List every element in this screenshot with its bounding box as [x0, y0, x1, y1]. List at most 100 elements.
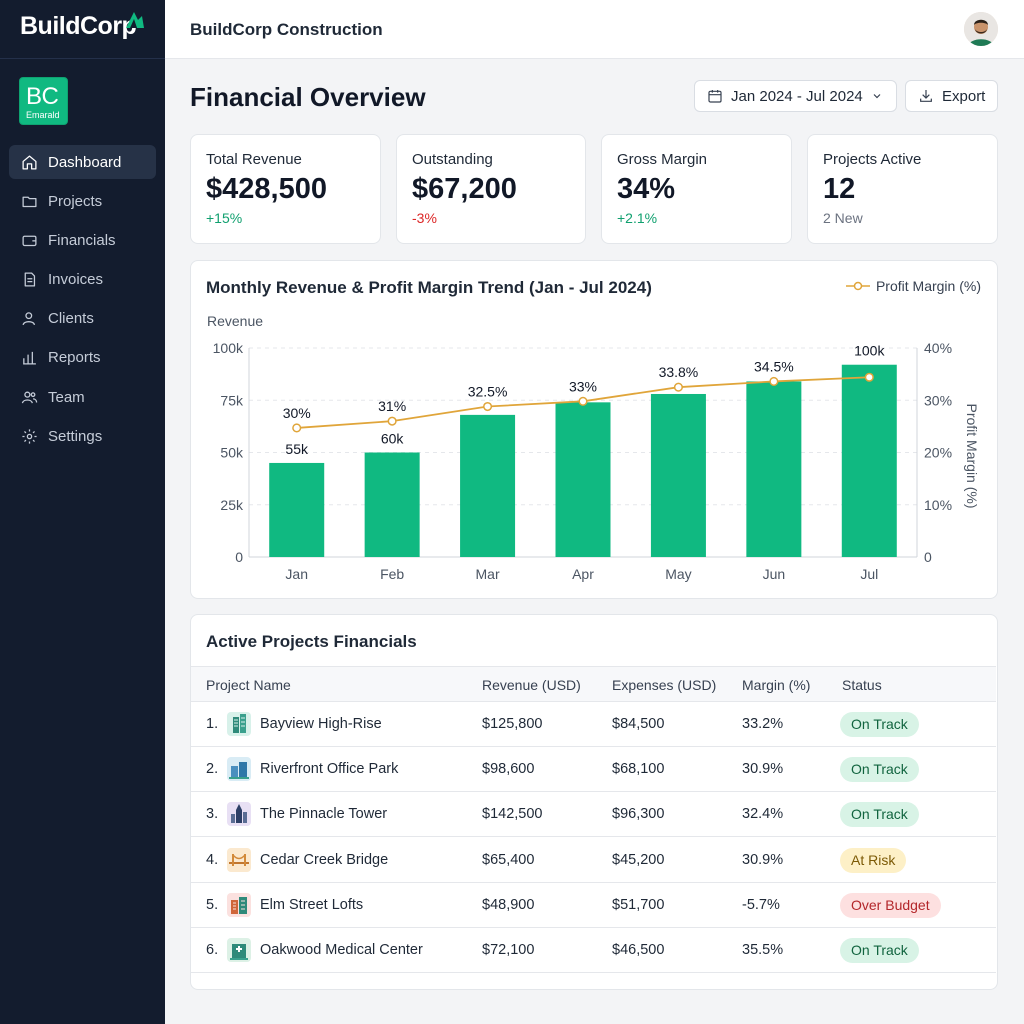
- sidebar-item-label: Projects: [48, 192, 103, 210]
- sidebar-item-settings[interactable]: Settings: [9, 419, 156, 453]
- sidebar-item-clients[interactable]: Clients: [9, 302, 156, 336]
- bar-chart-icon: [23, 352, 36, 365]
- status-badge: Over Budget: [840, 892, 941, 918]
- project-name[interactable]: Elm Street Lofts: [260, 896, 364, 913]
- brand[interactable]: BuildCorp: [20, 12, 137, 41]
- row-number: 5.: [206, 896, 219, 913]
- sidebar-item-team[interactable]: Team: [9, 380, 156, 414]
- sidebar: BuildCorp BC Emarald Dashboard Projects …: [0, 0, 165, 1024]
- project-expenses: $68,100: [612, 761, 665, 778]
- bar: [269, 462, 325, 557]
- apartment-icon: [227, 892, 251, 917]
- sidebar-item-dashboard[interactable]: Dashboard: [9, 145, 156, 179]
- project-expenses: $45,200: [612, 851, 665, 868]
- column-header-margin[interactable]: Margin (%): [742, 677, 811, 693]
- export-button[interactable]: Export: [905, 80, 998, 112]
- x-tick-label: Jun: [763, 566, 786, 582]
- sidebar-item-invoices[interactable]: Invoices: [9, 263, 156, 297]
- row-number: 4.: [206, 851, 219, 868]
- column-header-status[interactable]: Status: [842, 677, 882, 693]
- workspace-logo: BC Emarald: [19, 77, 68, 125]
- skyscraper-icon: [227, 712, 251, 736]
- sidebar-item-projects[interactable]: Projects: [9, 184, 156, 218]
- table-row[interactable]: 2. Riverfront Office Park $98,600 $68,100 30…: [191, 747, 996, 793]
- revenue-chart-card: Revenue 0 25k 50k 75k 100k 0 10% 20% 30% 40% Profit…: [190, 260, 998, 599]
- project-name[interactable]: Riverfront Office Park: [260, 761, 399, 778]
- chevron-down-icon: [873, 94, 881, 99]
- brand-mark-icon: [126, 12, 144, 28]
- brand-name: BuildCorp: [20, 12, 137, 40]
- project-margin: -5.7%: [742, 896, 780, 913]
- y-axis-label: Revenue: [207, 313, 263, 329]
- sidebar-item-label: Invoices: [48, 271, 104, 289]
- company-name: BuildCorp Construction: [190, 20, 383, 39]
- margin-point: [864, 372, 874, 382]
- kpi-label: Gross Margin: [617, 151, 708, 168]
- kpi-card-gross-margin: Gross Margin 34% +2.1%: [601, 134, 792, 244]
- status-badge: On Track: [840, 712, 919, 737]
- status-badge: At Risk: [840, 847, 907, 873]
- kpi-delta: +2.1%: [617, 210, 658, 226]
- y-tick-label: 75k: [220, 392, 244, 408]
- margin-point: [578, 396, 588, 406]
- sidebar-item-label: Team: [48, 388, 85, 406]
- column-header-revenue[interactable]: Revenue (USD): [482, 677, 581, 693]
- table-row[interactable]: 6. Oakwood Medical Center $72,100 $46,500 35…: [191, 928, 996, 973]
- project-expenses: $96,300: [612, 806, 665, 823]
- margin-data-label: 33.8%: [659, 364, 699, 380]
- sidebar-item-financials[interactable]: Financials: [9, 223, 156, 257]
- project-expenses: $84,500: [612, 716, 665, 732]
- kpi-value: $67,200: [412, 173, 517, 205]
- sidebar-item-label: Reports: [48, 349, 101, 367]
- user-avatar[interactable]: [964, 12, 998, 46]
- document-icon: [24, 272, 36, 287]
- top-bar: BuildCorp Construction: [165, 0, 1024, 59]
- date-range-value: Jan 2024 - Jul 2024: [731, 87, 863, 105]
- folder-icon: [22, 196, 37, 207]
- sidebar-item-reports[interactable]: Reports: [9, 341, 156, 375]
- export-label: Export: [942, 87, 986, 105]
- margin-data-label: 30%: [283, 405, 311, 421]
- margin-point: [769, 376, 779, 386]
- column-header-expenses[interactable]: Expenses (USD): [612, 677, 717, 693]
- date-range-picker[interactable]: Jan 2024 - Jul 2024: [694, 80, 897, 112]
- calendar-icon: [708, 90, 722, 103]
- table-row[interactable]: 3. The Pinnacle Tower $142,500 $96,300 32.4%…: [191, 792, 996, 838]
- sidebar-item-label: Financials: [48, 231, 116, 249]
- project-name[interactable]: Oakwood Medical Center: [260, 942, 423, 958]
- workspace-logo-name: Emarald: [26, 110, 60, 120]
- table-row[interactable]: 4. Cedar Creek Bridge $65,400 $45,200 30.9% A…: [191, 838, 996, 883]
- chart-legend: Profit Margin (%): [845, 278, 981, 294]
- margin-point: [483, 401, 493, 412]
- project-revenue: $142,500: [482, 806, 543, 823]
- table-row[interactable]: 5. Elm Street Lofts $48,900 $51,700 -5.7% Ove…: [191, 883, 996, 928]
- row-number: 1.: [206, 716, 219, 732]
- y-tick-label: 50k: [220, 445, 244, 461]
- table-row[interactable]: 1. Bayview High-Rise $125,800 $84,500 33.2% O…: [191, 702, 996, 747]
- status-badge: On Track: [840, 802, 919, 828]
- kpi-card-total-revenue: Total Revenue $428,500 +15%: [190, 134, 381, 244]
- project-margin: 35.5%: [742, 942, 784, 958]
- bar: [746, 381, 802, 557]
- row-number: 6.: [206, 942, 219, 958]
- margin-data-label: 32.5%: [468, 384, 508, 400]
- sidebar-item-label: Dashboard: [48, 153, 122, 171]
- sidebar-item-label: Clients: [48, 310, 94, 328]
- table-header: Project Name Revenue (USD) Expenses (USD…: [191, 666, 996, 702]
- project-name[interactable]: Bayview High-Rise: [260, 716, 382, 732]
- project-name[interactable]: Cedar Creek Bridge: [260, 851, 389, 868]
- margin-data-label: 34.5%: [754, 358, 794, 374]
- x-tick-label: Apr: [572, 566, 594, 582]
- kpi-delta: -3%: [412, 210, 437, 226]
- y-right-axis-label: Profit Margin (%): [964, 403, 980, 508]
- status-badge: On Track: [840, 938, 919, 963]
- y-right-tick-label: 20%: [924, 445, 952, 461]
- kpi-value: 12: [823, 173, 856, 205]
- kpi-label: Outstanding: [412, 151, 493, 168]
- column-header-project[interactable]: Project Name: [206, 677, 291, 693]
- project-name[interactable]: The Pinnacle Tower: [260, 806, 388, 823]
- x-tick-label: Jul: [860, 566, 878, 582]
- margin-point: [673, 382, 683, 392]
- revenue-chart: Revenue 0 25k 50k 75k 100k 0 10% 20% 30% 40% Profit…: [207, 313, 980, 582]
- bar: [555, 402, 611, 557]
